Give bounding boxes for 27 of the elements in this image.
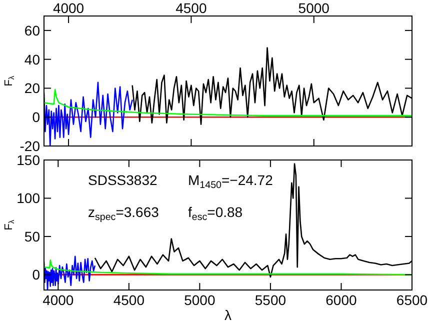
line-series [44, 82, 133, 146]
annotation: z$_{spec}$=3.663 [88, 204, 160, 223]
x-tick-label: 4000 [52, 0, 84, 16]
x-axis-title: λ [224, 307, 232, 323]
x-tick-label: 4000 [42, 292, 74, 308]
annotation: SDSS3832 [88, 172, 158, 188]
y-tick-label: 150 [16, 152, 40, 168]
x-tick-label: 5000 [184, 292, 216, 308]
annotation: f$_{esc}$=0.88 [188, 204, 243, 223]
y-tick-label: 60 [24, 22, 40, 38]
x-tick-label: 6500 [396, 292, 428, 308]
x-tick-label: 5500 [254, 292, 286, 308]
y-tick-label: 100 [16, 190, 40, 206]
y-tick-label: 20 [24, 80, 40, 96]
line-series [44, 89, 412, 116]
y-tick-label: 50 [24, 228, 40, 244]
y-tick-label: 0 [32, 266, 40, 283]
x-tick-label: 4500 [176, 0, 207, 16]
line-series [44, 256, 96, 290]
x-tick-label: 6000 [326, 292, 358, 308]
x-tick-label: 5000 [298, 0, 330, 16]
x-tick-label: 4500 [113, 292, 145, 308]
annotation: M$_{1450}$=−24.72 [188, 172, 274, 191]
y-tick-label: 0 [32, 109, 40, 126]
y-tick-label: 40 [24, 51, 40, 68]
y-tick-label: -20 [20, 138, 40, 154]
line-series [44, 260, 412, 276]
